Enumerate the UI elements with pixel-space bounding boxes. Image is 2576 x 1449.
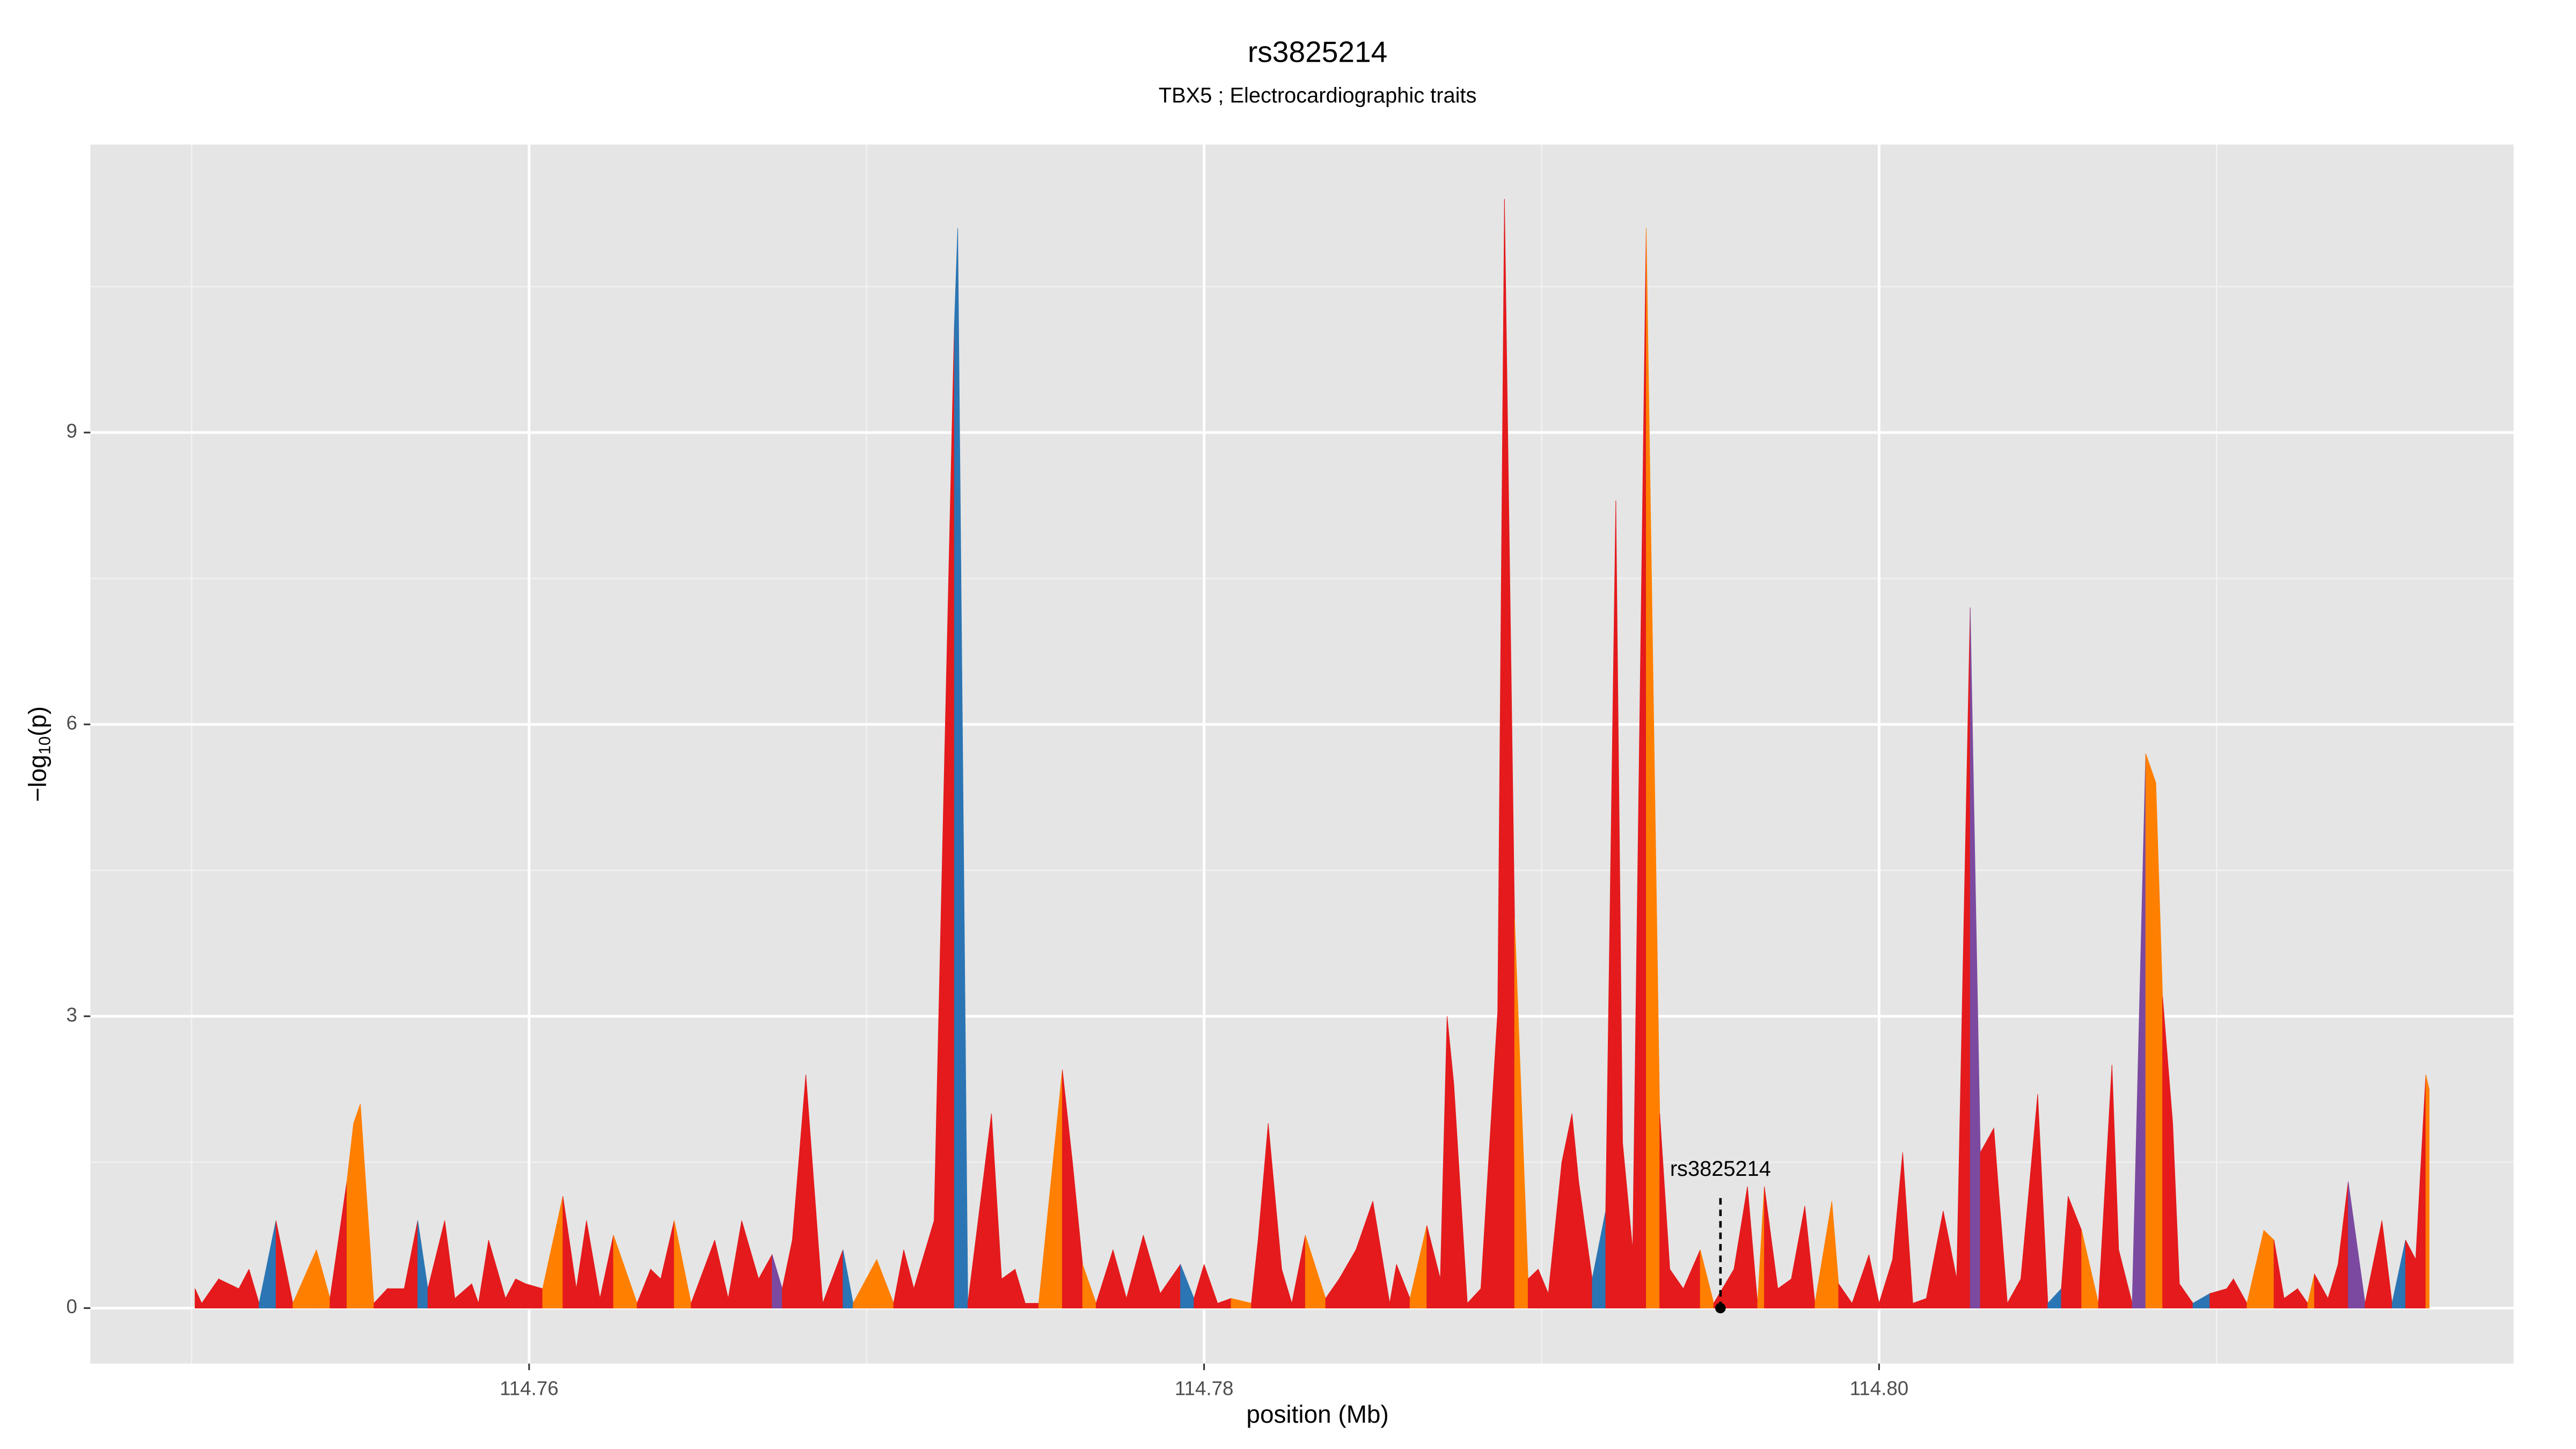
area-segment bbox=[515, 1278, 526, 1308]
x-tick-label: 114.80 bbox=[1850, 1377, 1909, 1399]
y-axis-label-sub: 10 bbox=[36, 736, 54, 755]
chart-subtitle: TBX5 ; Electrocardiographic traits bbox=[1159, 84, 1477, 107]
y-axis-label-part: (p) bbox=[24, 706, 52, 736]
y-tick-label: 9 bbox=[66, 420, 77, 442]
area-segment bbox=[2425, 1074, 2429, 1308]
area-segment bbox=[1024, 1302, 1039, 1308]
y-axis-label-part: −log bbox=[24, 755, 52, 802]
chart-title: rs3825214 bbox=[1248, 35, 1387, 69]
area-segment bbox=[353, 1103, 361, 1308]
y-tick-label: 6 bbox=[66, 712, 77, 734]
y-axis-label: −log10(p) bbox=[24, 706, 54, 802]
x-axis-label: position (Mb) bbox=[1246, 1400, 1388, 1428]
area-segment bbox=[2145, 753, 2156, 1308]
area-segment bbox=[387, 1288, 405, 1308]
y-tick-label: 0 bbox=[66, 1296, 77, 1318]
annotation-point bbox=[1715, 1302, 1726, 1314]
x-tick-label: 114.76 bbox=[500, 1377, 559, 1399]
area-segment bbox=[2263, 1230, 2274, 1308]
y-tick-label: 3 bbox=[66, 1004, 77, 1026]
area-segment bbox=[1980, 1127, 1994, 1308]
x-tick-label: 114.78 bbox=[1175, 1377, 1234, 1399]
annotation-label: rs3825214 bbox=[1670, 1157, 1771, 1181]
area-segment bbox=[954, 228, 958, 1308]
